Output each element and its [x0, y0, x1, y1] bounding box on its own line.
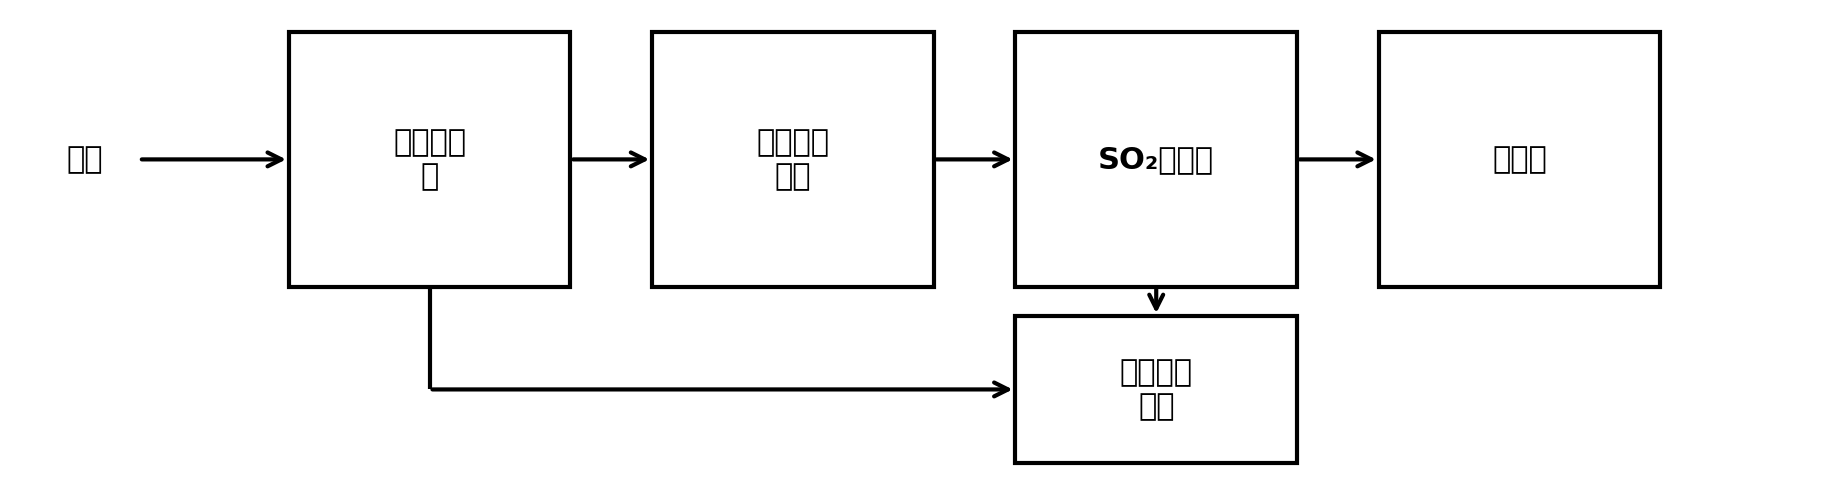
Bar	[652, 32, 933, 287]
Text: 抽气泵: 抽气泵	[1492, 145, 1547, 174]
Text: 高温裂解
炉: 高温裂解 炉	[394, 128, 466, 191]
Text: 信号处理
模块: 信号处理 模块	[1121, 358, 1193, 421]
Bar	[1015, 316, 1297, 463]
Text: 选择性过
滤器: 选择性过 滤器	[756, 128, 829, 191]
Bar	[1015, 32, 1297, 287]
Text: SO₂传感器: SO₂传感器	[1099, 145, 1213, 174]
Bar	[1379, 32, 1660, 287]
Bar	[290, 32, 570, 287]
Text: 进气: 进气	[66, 145, 102, 174]
